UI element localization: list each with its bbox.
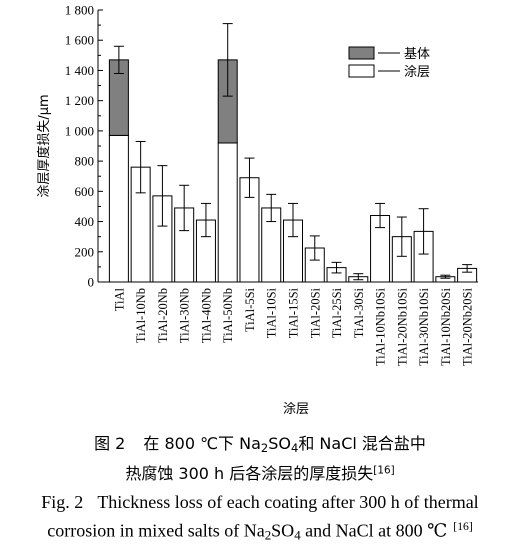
x-tick-label: TiAl-5Si xyxy=(243,287,257,332)
x-tick-label: TiAl-15Si xyxy=(287,287,301,338)
x-tick-label: TiAl-10Nb10Si xyxy=(374,287,388,366)
y-tick-label: 1 400 xyxy=(65,63,94,78)
x-tick-label: TiAl xyxy=(112,287,126,311)
bar-coating xyxy=(108,134,129,283)
y-tick-label: 1 000 xyxy=(65,123,94,138)
bar-chart: 0 200 400 600 800 1 000 1 200 1 400 1 600 1 800 T… xyxy=(36,3,478,417)
x-tick-label: TiAl-25Si xyxy=(330,287,344,338)
x-axis: TiAl TiAl-10Nb TiAl-20Nb TiAl-30Nb TiAl-40Nb… xyxy=(98,281,478,366)
legend-label-substrate: 基体 xyxy=(404,47,430,62)
caption-en-line-1: Fig. 2 Thickness loss of each coating aft… xyxy=(41,492,479,512)
bars xyxy=(108,23,478,283)
x-tick-label: TiAl-20Nb10Si xyxy=(395,287,409,366)
y-tick-label: 400 xyxy=(75,214,95,229)
x-tick-label: TiAl-30Nb10Si xyxy=(417,287,431,366)
caption-cn-line-2: 热腐蚀 300 h 后各涂层的厚度损失[16] xyxy=(125,464,395,483)
x-tick-label: TiAl-30Nb xyxy=(178,288,192,343)
y-tick-label: 600 xyxy=(75,184,95,199)
y-tick-label: 1 200 xyxy=(65,93,94,108)
x-tick-label: TiAl-20Nb xyxy=(156,288,170,343)
y-tick-label: 1 600 xyxy=(65,33,94,48)
x-tick-label: TiAl-40Nb xyxy=(199,288,213,343)
y-tick-label: 1 800 xyxy=(65,3,94,18)
x-tick-label: TiAl-20Nb20Si xyxy=(461,287,475,366)
y-tick-label: 800 xyxy=(75,154,95,169)
x-tick-label: TiAl-30Si xyxy=(352,287,366,338)
x-axis-label: 涂层 xyxy=(283,401,309,417)
x-tick-label: TiAl-10Nb xyxy=(134,288,148,343)
legend-swatch-substrate xyxy=(348,46,375,60)
caption-en-line-2: corrosion in mixed salts of Na2SO4 and N… xyxy=(47,520,473,543)
legend-label-coating: 涂层 xyxy=(404,64,430,80)
y-axis-label: 涂层厚度损失/μm xyxy=(36,94,52,197)
legend: 基体 涂层 xyxy=(348,46,430,80)
x-tick-label: TiAl-10Si xyxy=(265,287,279,338)
y-tick-label: 0 xyxy=(88,275,95,290)
x-tick-label: TiAl-20Si xyxy=(308,287,322,338)
caption-en-reference: [16] xyxy=(453,520,473,533)
caption-cn-figure-label: 图 2 xyxy=(94,434,126,453)
x-tick-label: TiAl-50Nb xyxy=(221,288,235,343)
x-tick-label: TiAl-10Nb20Si xyxy=(439,287,453,366)
legend-swatch-coating xyxy=(348,64,375,78)
y-axis: 0 200 400 600 800 1 000 1 200 1 400 1 600 1 800 xyxy=(65,3,103,290)
bar-coating xyxy=(217,142,238,283)
caption-cn-reference: [16] xyxy=(373,464,395,477)
y-tick-label: 200 xyxy=(75,244,95,259)
caption-en-figure-label: Fig. 2 xyxy=(41,492,84,512)
